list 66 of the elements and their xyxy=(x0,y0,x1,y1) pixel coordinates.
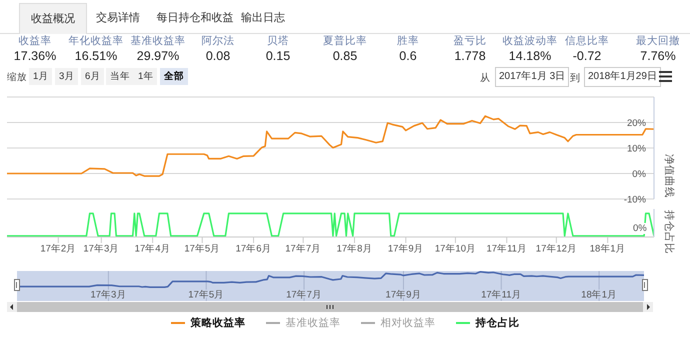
legend-label: 持仓占比 xyxy=(476,316,520,330)
data-label: 0.15 xyxy=(264,48,292,64)
data-label: 29.97% xyxy=(136,48,180,64)
x-tick-label: 17年5月 xyxy=(184,242,220,255)
category-label: 收益波动率 xyxy=(502,35,558,47)
data-label: 17.36% xyxy=(12,48,58,64)
y-axis-title: 净值曲线 xyxy=(662,153,676,200)
text: 1年 xyxy=(134,68,158,85)
x-tick-label: 17年9月 xyxy=(388,242,424,255)
x-tick-label: 17年10月 xyxy=(434,242,476,255)
y-tick-label: -10% xyxy=(624,194,647,206)
text: 从 xyxy=(480,72,490,85)
x-tick-label: 18年1月 xyxy=(590,242,626,255)
category-label: 贝塔 xyxy=(266,35,290,48)
text: 交易详情 xyxy=(95,10,141,26)
text: 当年 xyxy=(106,68,134,85)
data-label: 0.85 xyxy=(332,48,358,64)
x-tick-label: 17年8月 xyxy=(336,242,372,255)
x-tick-label: 17年7月 xyxy=(286,288,322,301)
category-label: 年化收益率 xyxy=(68,35,124,47)
category-label: 阿尔法 xyxy=(202,35,234,47)
x-tick-label: 17年11月 xyxy=(481,288,522,301)
x-tick-label: 17年3月 xyxy=(83,242,120,255)
text: 全部 xyxy=(160,68,188,85)
x-tick-label: 17年9月 xyxy=(386,288,422,301)
data-label: 0.6 xyxy=(398,48,418,64)
data-label: 14.18% xyxy=(508,48,552,64)
x-tick-label: 17年12月 xyxy=(536,242,577,255)
data-label: 16.51% xyxy=(74,48,118,64)
x-tick-label: 18年1月 xyxy=(581,288,618,301)
text: 输出日志 xyxy=(240,10,286,26)
data-label: 7.76% xyxy=(639,48,677,64)
category-label: 胜率 xyxy=(396,35,420,48)
x-tick-label: 17年4月 xyxy=(134,242,171,255)
text: 6月 xyxy=(81,68,104,85)
data-label: 0.08 xyxy=(204,48,232,64)
category-label: 收益率 xyxy=(18,35,52,47)
x-tick-label: 17年5月 xyxy=(188,288,224,301)
x-tick-label: 17年2月 xyxy=(40,242,76,255)
category-label: 盈亏比 xyxy=(454,35,486,47)
data-label: -0.72 xyxy=(572,49,602,63)
text: 3月 xyxy=(55,68,78,85)
y-axis-title: 持仓占比 xyxy=(662,209,676,256)
category-label: 夏普比率 xyxy=(322,35,368,48)
category-label: 基准收益率 xyxy=(130,35,186,47)
text: 到 xyxy=(570,72,580,85)
line-series xyxy=(7,115,654,177)
x-tick-label: 17年3月 xyxy=(90,288,126,301)
text: 缩放 xyxy=(7,71,27,84)
x-tick-label: 17年6月 xyxy=(236,242,272,255)
x-tick-label: 17年11月 xyxy=(486,242,527,255)
data-label: 1.778 xyxy=(453,48,487,64)
text: 1月 xyxy=(29,68,52,85)
legend-label: 相对收益率 xyxy=(380,316,436,330)
legend-label: 策略收益率 xyxy=(190,316,246,330)
category-label: 信息比率 xyxy=(565,35,609,47)
legend-label: 基准收益率 xyxy=(286,316,340,330)
x-tick-label: 17年7月 xyxy=(285,242,322,255)
text: 每日持仓和收益 xyxy=(156,11,234,26)
text: 2018年1月29日 xyxy=(584,67,661,87)
y-tick-label: 0% xyxy=(632,168,647,180)
text: 收益概况 xyxy=(19,3,87,34)
y-tick-label: 20% xyxy=(626,118,647,129)
y-tick-label: 10% xyxy=(626,143,647,154)
text: 2017年1月 3日 xyxy=(495,67,570,87)
category-label: 最大回撤 xyxy=(635,35,681,48)
